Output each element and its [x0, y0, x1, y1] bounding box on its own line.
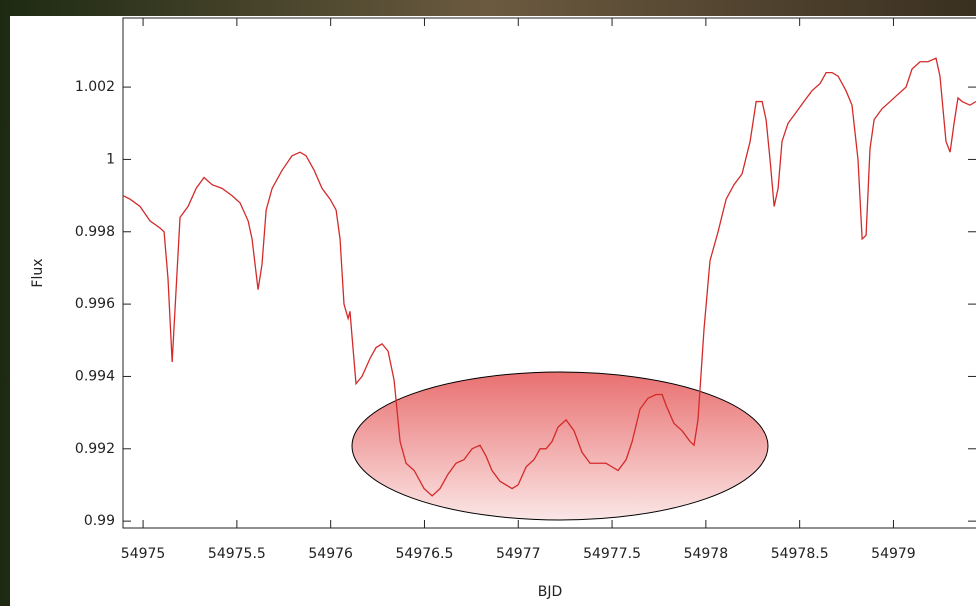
page: BJD Flux 54975 54975.5 54976 54976.5 54977 54… [0, 0, 976, 606]
y-tick-label: 1.002 [75, 79, 115, 95]
x-tick-label: 54977 [496, 546, 541, 562]
highlight-ellipse [352, 372, 768, 520]
chart: BJD Flux 54975 54975.5 54976 54976.5 54977 54… [0, 0, 976, 606]
x-tick-label: 54975.5 [208, 546, 266, 562]
x-tick-label: 54978.5 [771, 546, 829, 562]
y-tick-label: 0.992 [75, 441, 115, 457]
x-tick-label: 54979 [871, 546, 916, 562]
x-axis-label: BJD [538, 584, 563, 600]
x-tick-label: 54975 [121, 546, 166, 562]
y-tick-label: 0.994 [75, 368, 115, 384]
panel [10, 16, 976, 606]
y-tick-label: 0.99 [84, 513, 115, 529]
y-axis-label: Flux [30, 258, 46, 287]
y-tick-label: 1 [106, 151, 115, 167]
x-tick-label: 54977.5 [583, 546, 641, 562]
y-tick-label: 0.998 [75, 224, 115, 240]
x-tick-label: 54978 [684, 546, 729, 562]
x-tick-label: 54976 [308, 546, 353, 562]
y-tick-label: 0.996 [75, 296, 115, 312]
x-tick-label: 54976.5 [396, 546, 454, 562]
